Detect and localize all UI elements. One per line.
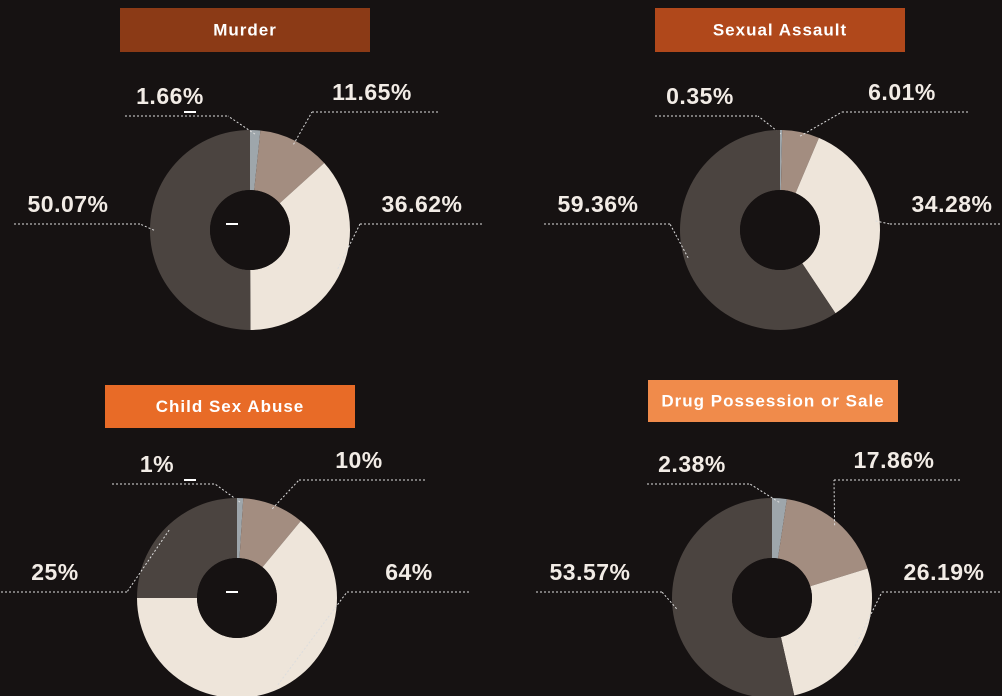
value-label: 50.07%: [27, 191, 108, 217]
value-label: 17.86%: [853, 447, 934, 473]
donut-hole: [732, 558, 812, 638]
donut-slice: [250, 162, 350, 330]
value-label: 59.36%: [557, 191, 638, 217]
leader-line: [875, 220, 891, 225]
donut-slice: [772, 498, 787, 559]
donut-hole: [210, 190, 290, 270]
value-label: 2.38%: [658, 451, 726, 477]
value-label: 1%: [140, 451, 174, 477]
leader-line: [277, 591, 348, 686]
leader-line: [126, 529, 170, 593]
chart-title: Drug Possession or Sale: [661, 391, 884, 410]
donut-slice: [149, 129, 251, 330]
value-label: 6.01%: [868, 79, 936, 105]
donut-slice: [250, 130, 261, 191]
leader-line: [337, 223, 361, 270]
value-label: 25%: [31, 559, 79, 585]
donut-hole: [197, 558, 277, 638]
value-label: 53.57%: [549, 559, 630, 585]
leader-line: [271, 479, 300, 510]
donut-slice: [137, 520, 337, 696]
title-banner: [105, 385, 355, 428]
donut-slice: [254, 130, 325, 204]
chart-title: Sexual Assault: [713, 20, 847, 39]
donut-slice: [237, 498, 244, 559]
donut-slice: [780, 568, 872, 696]
title-banner: [655, 8, 905, 52]
value-label: 0.35%: [666, 83, 734, 109]
donut-slice: [239, 498, 301, 568]
leader-line: [799, 111, 843, 137]
value-label: 11.65%: [332, 79, 412, 105]
value-label: 10%: [335, 447, 383, 473]
donut-slice: [780, 130, 783, 191]
donut-slice: [679, 130, 836, 330]
value-label: 64%: [385, 559, 433, 585]
donut-slice: [780, 130, 819, 194]
donut-slice: [795, 137, 880, 314]
value-label: 36.62%: [381, 191, 462, 217]
value-label: 26.19%: [903, 559, 984, 585]
title-banner: [648, 380, 898, 422]
title-banner: [120, 8, 370, 52]
leader-line: [833, 479, 836, 526]
chart-title: Child Sex Abuse: [156, 397, 305, 416]
chart-title: Murder: [213, 20, 277, 39]
leader-line: [293, 111, 313, 145]
donut-hole: [740, 190, 820, 270]
donut-slice: [777, 499, 868, 587]
value-label: 1.66%: [136, 83, 204, 109]
value-label: 34.28%: [911, 191, 992, 217]
leader-line: [749, 483, 780, 503]
leader-line: [227, 115, 256, 135]
donut-slice: [672, 498, 795, 696]
donut-slice: [137, 498, 237, 598]
leader-line: [139, 223, 155, 231]
